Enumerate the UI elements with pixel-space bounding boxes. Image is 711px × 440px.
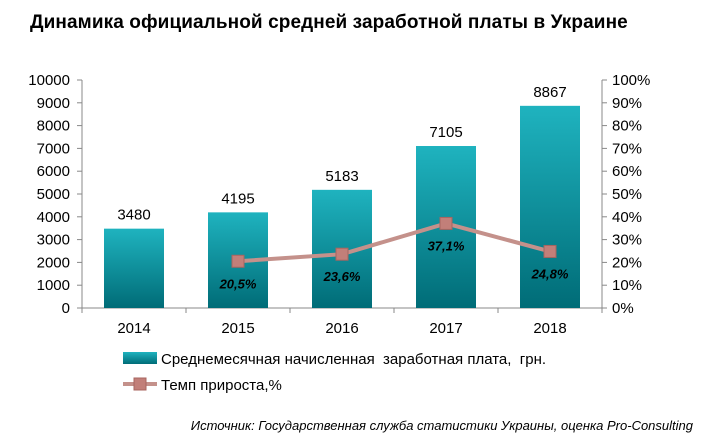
right-tick-label: 70%	[612, 140, 642, 157]
x-tick-label: 2016	[325, 320, 358, 337]
growth-rate-marker	[231, 254, 245, 268]
right-tick-label: 20%	[612, 254, 642, 271]
left-tick-label: 4000	[37, 209, 70, 226]
x-tick-label: 2014	[117, 320, 150, 337]
left-tick-label: 8000	[37, 118, 70, 135]
growth-rate-marker	[335, 247, 349, 261]
right-tick-label: 10%	[612, 277, 642, 294]
chart-title: Динамика официальной средней заработной …	[30, 12, 628, 33]
legend: Среднемесячная начисленная заработная пл…	[123, 351, 546, 394]
left-tick-label: 2000	[37, 254, 70, 271]
bar	[520, 105, 580, 308]
left-tick-label: 3000	[37, 232, 70, 249]
left-tick-label: 5000	[37, 186, 70, 203]
growth-rate-marker	[543, 244, 557, 258]
axes: 0 1000 2000 3000 4000 5000 6000 7000 8000 9000 100…	[28, 72, 650, 337]
right-tick-label: 40%	[612, 209, 642, 226]
legend-bar-label: Среднемесячная начисленная заработная пл…	[161, 351, 546, 368]
growth-rate-label: 24,8%	[531, 266, 569, 281]
line-group: 20,5% 23,6% 37,1% 24,8%	[219, 216, 569, 291]
bar-value-label: 8867	[533, 84, 566, 101]
x-tick-label: 2018	[533, 320, 566, 337]
x-tick-label: 2017	[429, 320, 462, 337]
right-tick-label: 90%	[612, 95, 642, 112]
right-tick-label: 100%	[612, 72, 650, 89]
right-tick-label: 60%	[612, 163, 642, 180]
left-tick-label: 10000	[28, 72, 70, 89]
legend-bar-swatch	[123, 352, 157, 364]
right-tick-label: 80%	[612, 118, 642, 135]
legend-line-marker	[133, 377, 147, 391]
bar-value-label: 7105	[429, 124, 462, 141]
growth-rate-label: 37,1%	[428, 238, 465, 253]
x-tick-label: 2015	[221, 320, 254, 337]
right-tick-label: 50%	[612, 186, 642, 203]
growth-rate-label: 23,6%	[323, 269, 361, 284]
source-note: Источник: Государственная служба статист…	[190, 418, 693, 433]
bar-value-label: 5183	[325, 168, 358, 185]
bar-value-label: 3480	[117, 207, 150, 224]
left-tick-label: 1000	[37, 277, 70, 294]
growth-rate-marker	[439, 216, 453, 230]
bar	[104, 228, 164, 308]
left-tick-label: 7000	[37, 140, 70, 157]
growth-rate-line	[237, 221, 551, 264]
left-tick-label: 9000	[37, 95, 70, 112]
growth-rate-label: 20,5%	[219, 276, 257, 291]
right-tick-label: 0%	[612, 300, 634, 317]
left-tick-label: 6000	[37, 163, 70, 180]
left-tick-label: 0	[62, 300, 70, 317]
legend-line-label: Темп прироста,%	[161, 377, 282, 394]
bar-value-label: 4195	[221, 190, 254, 207]
right-tick-label: 30%	[612, 232, 642, 249]
